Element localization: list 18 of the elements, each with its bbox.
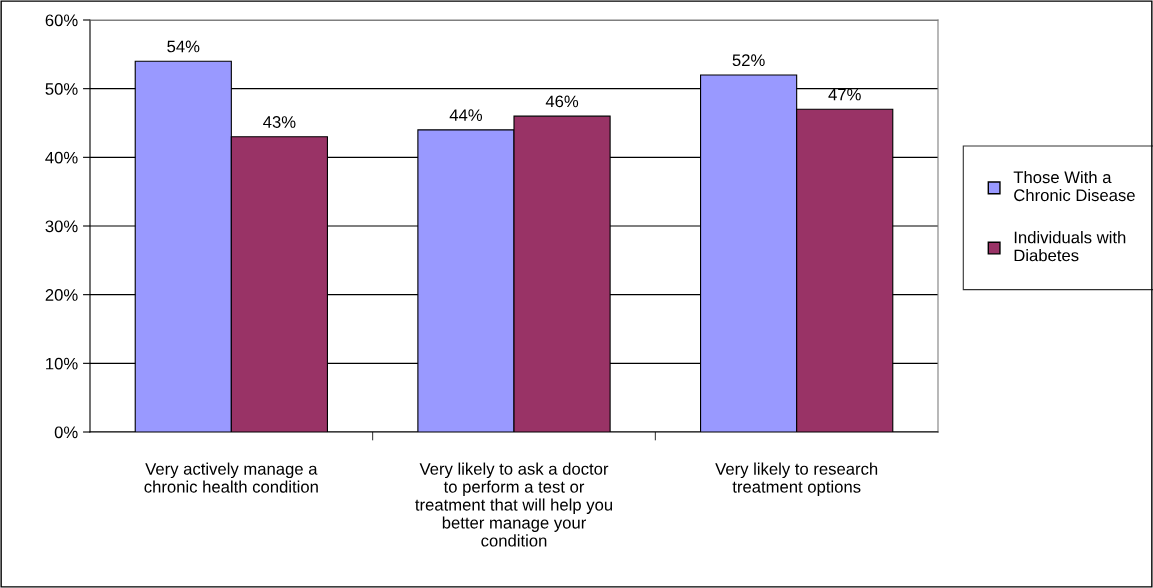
y-tick-label: 20% [45,289,78,301]
legend-label: Those With a Chronic Disease [1013,170,1135,202]
y-tick-label: 60% [45,14,78,27]
x-tick-label: Very likely to research treatment options [715,462,878,497]
y-tick-label: 0% [54,426,78,439]
x-tick-label: Very actively manage a chronic health condition [144,462,318,493]
data-label: 47% [828,88,861,101]
x-tick-label: Very likely to ask a doctor to perform a test or treatment that will help you better manage your condition [415,462,613,547]
data-label: 44% [449,109,483,121]
data-label: 43% [263,116,296,128]
legend-label: Individuals with Diabetes [1014,231,1126,262]
data-label: 54% [167,40,200,53]
y-tick-label: 10% [46,357,78,370]
y-tick-label: 30% [45,220,78,233]
y-tick-label: 50% [45,83,78,95]
data-label: 52% [732,54,765,67]
y-tick-label: 40% [45,151,78,164]
data-label: 46% [545,95,579,108]
